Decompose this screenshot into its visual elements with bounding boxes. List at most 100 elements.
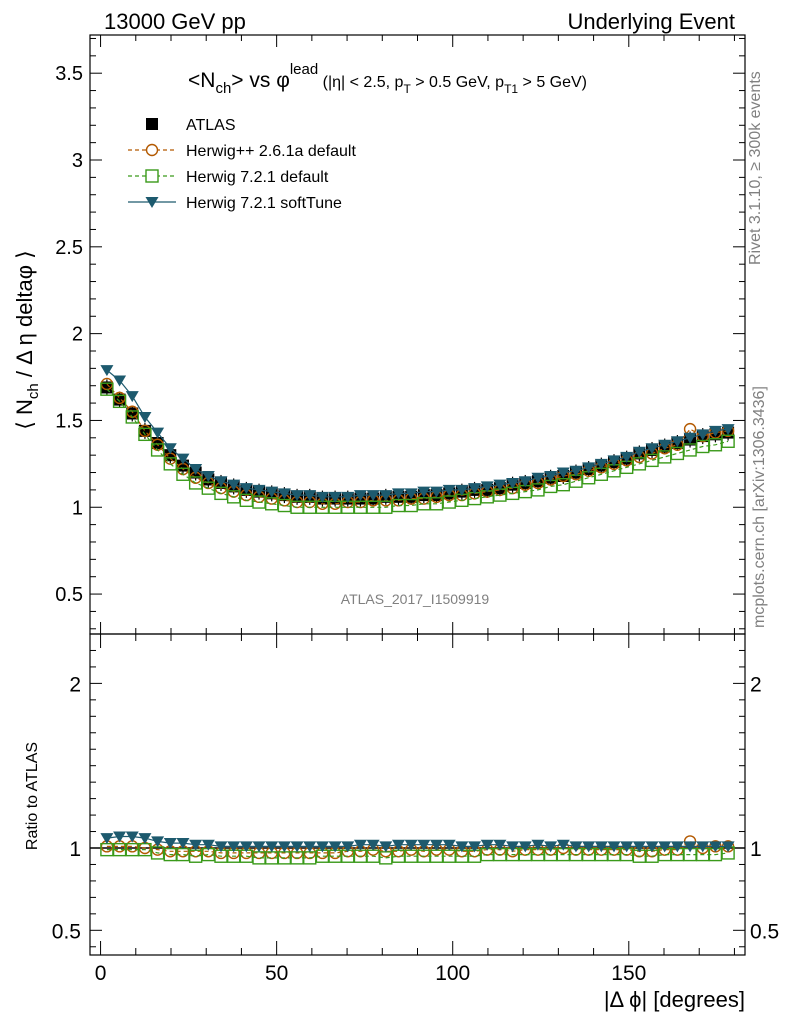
ratio-series-2-point	[417, 839, 431, 851]
legend-entry-herwigpp: Herwig++ 2.6.1a default	[128, 143, 356, 160]
main-ytick-label: 2	[72, 324, 83, 346]
legend-entry-atlas: ATLAS	[146, 117, 236, 134]
ratio-series-2-point	[556, 839, 570, 851]
main-ylabel: ⟨ Nch / Δ η deltaφ ⟩	[12, 250, 42, 429]
main-series-3-point	[493, 479, 507, 491]
ratio-ytick-label-left: 1	[69, 838, 81, 861]
main-series-2-point	[163, 457, 177, 471]
side-label-top: Rivet 3.1.10, ≥ 300k events	[747, 71, 764, 265]
legend-entry-herwig721: Herwig 7.2.1 default	[128, 169, 329, 186]
ratio-series-2-point	[151, 836, 165, 848]
ratio-series-2-point	[163, 838, 177, 850]
main-series-3-point	[569, 465, 583, 477]
main-series-3-point	[620, 451, 634, 463]
ratio-axes: 0.5 0.5 1 1 2 2 0 50 100 150	[52, 633, 779, 985]
ratio-series-2-point	[125, 831, 139, 843]
main-series-3-point	[468, 483, 482, 495]
ratio-series-2-point	[366, 839, 380, 851]
ratio-series-2-point	[379, 841, 393, 853]
main-series-3-point	[442, 484, 456, 496]
header-right: Underlying Event	[567, 9, 735, 34]
main-series-3-point	[163, 443, 177, 455]
x-tick-label: 150	[611, 962, 646, 985]
main-series-3-point	[658, 439, 672, 451]
main-series-2-point	[112, 394, 127, 409]
ratio-series-2-point	[594, 841, 608, 853]
ratio-series-2-point	[341, 841, 355, 853]
main-axes: 0.5 1 1.5 2 2.5 3 3.5	[55, 34, 746, 635]
main-series-layer	[100, 365, 735, 514]
main-series-2-point	[721, 434, 735, 448]
ratio-series-2-point	[227, 841, 241, 853]
ratio-series-2-point	[391, 839, 405, 851]
ratio-series-2-point	[468, 841, 482, 853]
main-series-3-point	[151, 427, 165, 439]
ratio-ytick-label-right: 1	[750, 838, 762, 861]
main-ytick-label: 3	[72, 150, 83, 172]
ratio-series-2-point	[201, 839, 215, 851]
main-series-1-line	[106, 383, 729, 505]
ratio-series-2-point	[239, 841, 253, 853]
legend-label-herwig721: Herwig 7.2.1 default	[186, 169, 329, 186]
main-series-3-point	[189, 464, 203, 476]
ratio-series-2-point	[480, 839, 494, 851]
ratio-ytick-label-left: 0.5	[52, 920, 81, 943]
main-series-3-point	[696, 429, 710, 441]
ratio-series-layer	[100, 831, 735, 865]
main-series-3-point	[214, 476, 228, 488]
main-series-2-point	[176, 467, 190, 481]
ratio-series-2-point	[303, 841, 317, 853]
main-series-3-point	[455, 484, 469, 496]
ratio-series-2-point	[544, 841, 558, 853]
main-series-3-point	[683, 432, 697, 444]
main-series-3-point	[518, 476, 532, 488]
ratio-series-2-point	[138, 833, 152, 845]
ratio-series-2-point	[189, 839, 203, 851]
legend-marker-atlas	[146, 118, 158, 130]
analysis-watermark: ATLAS_2017_I1509919	[341, 591, 490, 607]
ratio-series-2-point	[100, 833, 114, 845]
main-series-0-point	[100, 381, 113, 394]
main-series-2-point	[138, 427, 152, 442]
main-series-3-point	[176, 453, 190, 465]
legend-marker-herwig721	[145, 169, 159, 183]
main-series-3-point	[113, 375, 127, 387]
main-series-1	[100, 377, 735, 510]
legend-entry-softtune: Herwig 7.2.1 softTune	[128, 195, 342, 212]
ratio-series-2-point	[442, 839, 456, 851]
main-ytick-label: 1.5	[55, 410, 83, 432]
ratio-series-2-point	[531, 839, 545, 851]
header-left: 13000 GeV pp	[104, 9, 246, 34]
main-series-0	[100, 379, 735, 507]
ratio-series-2-point	[265, 841, 279, 853]
main-series-3-point	[227, 479, 241, 491]
main-series-3-point	[632, 446, 646, 458]
ratio-series-2-point	[683, 841, 697, 853]
ratio-series-2-point	[645, 841, 659, 853]
ratio-series-2-point	[582, 841, 596, 853]
main-series-3-point	[645, 443, 659, 455]
ratio-ylabel: Ratio to ATLAS	[24, 742, 41, 850]
main-ytick-label: 2.5	[55, 237, 83, 259]
ratio-series-2-point	[670, 841, 684, 853]
ratio-series-2	[100, 831, 735, 853]
main-series-3-point	[290, 490, 304, 502]
ratio-frame	[89, 633, 746, 956]
legend-label-herwigpp: Herwig++ 2.6.1a default	[186, 143, 356, 160]
main-series-2-point	[150, 443, 165, 457]
main-series-3-point	[670, 436, 684, 448]
ratio-series-2-point	[658, 841, 672, 853]
main-series-3-point	[544, 471, 558, 483]
main-series-2-point	[125, 410, 139, 424]
main-ytick-label: 3.5	[55, 63, 83, 85]
ratio-ytick-label-left: 2	[69, 673, 81, 696]
main-series-3-point	[341, 491, 355, 503]
main-series-3-point	[480, 481, 494, 493]
ratio-ytick-label-right: 2	[750, 673, 762, 696]
main-series-3-point	[430, 486, 444, 498]
main-series-3-point	[125, 391, 139, 403]
main-series-3-point	[277, 488, 291, 500]
main-ytick-label: 1	[72, 497, 83, 519]
main-series-3-point	[265, 486, 279, 498]
